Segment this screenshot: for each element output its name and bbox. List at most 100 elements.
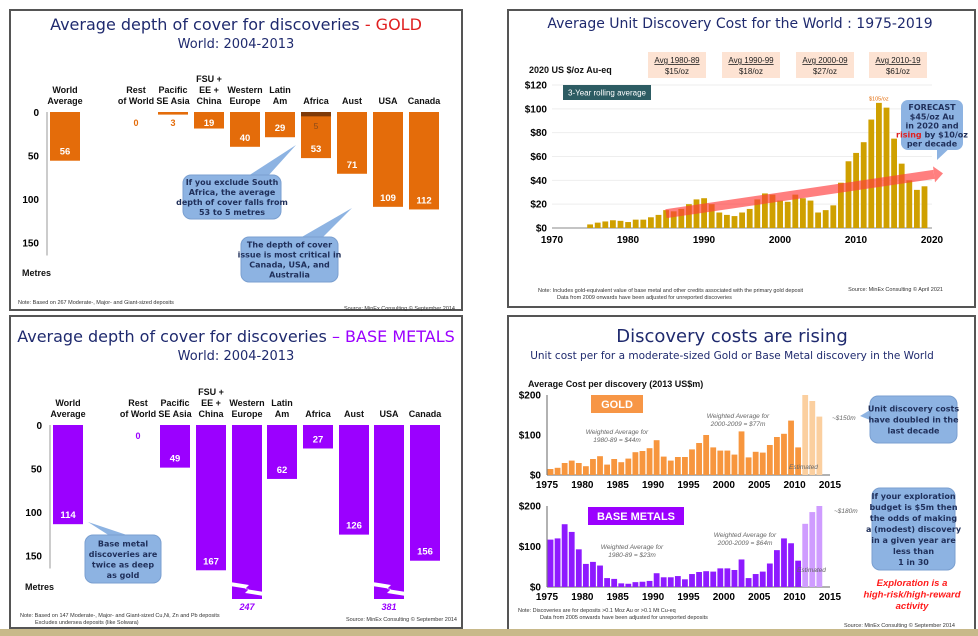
gold-y-tick-label: $0 xyxy=(530,471,542,482)
bar xyxy=(807,200,814,228)
base-bar xyxy=(660,577,667,587)
category-label: Latin xyxy=(269,85,291,95)
category-label: Aust xyxy=(342,96,362,106)
callout-text: less than xyxy=(893,547,934,556)
y-tick-label: 100 xyxy=(25,508,42,519)
decade-average-label: Avg 1990-99 xyxy=(728,56,774,65)
category-label: EE + xyxy=(199,85,219,95)
category-label: SE Asia xyxy=(156,96,190,106)
forecast-heading: FORECAST xyxy=(908,103,956,112)
gold-depth-subtitle: World: 2004-2013 xyxy=(178,37,295,52)
gold-bar xyxy=(703,435,710,475)
gold-bar xyxy=(611,459,618,475)
bar xyxy=(921,186,928,228)
rolling-average-badge xyxy=(563,85,651,100)
callout-pointer xyxy=(860,410,870,420)
axis-break-icon xyxy=(230,581,264,596)
decade-average-box xyxy=(648,52,706,78)
gold-depth-source: Source: MinEx Consulting © September 201… xyxy=(344,305,455,312)
bar xyxy=(53,425,83,525)
axis-break-icon xyxy=(372,581,406,596)
bar-value-label: 381 xyxy=(381,602,396,612)
bar-value-label: 3 xyxy=(170,118,175,128)
category-label: Am xyxy=(275,409,290,419)
base-bar xyxy=(745,578,752,587)
category-label: Europe xyxy=(229,96,260,106)
bar xyxy=(648,217,654,228)
base-bar xyxy=(674,576,681,587)
decade-average-box xyxy=(869,52,927,78)
decade-average-value: $61/oz xyxy=(886,67,910,76)
x-tick-label: 2010 xyxy=(845,235,868,246)
base-x-tick-label: 2015 xyxy=(819,592,842,603)
base-bar xyxy=(738,559,745,587)
category-label: Average xyxy=(47,96,82,106)
category-label: of World xyxy=(118,96,154,106)
x-tick-label: 1970 xyxy=(541,235,564,246)
category-label: EE + xyxy=(201,398,221,408)
discovery-cost-note: Note: Discoveries are for deposits >0.1 … xyxy=(518,608,676,614)
bar-value-label: 53 xyxy=(311,144,322,155)
base-bar xyxy=(597,565,603,587)
callout-text: If you exclude South xyxy=(186,178,279,187)
callout-text: have doubled in the xyxy=(868,416,959,425)
bar xyxy=(50,112,80,161)
gold-y-tick-label: $200 xyxy=(519,391,542,402)
callout-text: as gold xyxy=(107,571,140,580)
bar xyxy=(670,211,677,228)
gold-weighted-average-1980s: Weighted Average for xyxy=(586,429,649,436)
unit-cost-note-2: Data from 2009 onwards have been adjuste… xyxy=(557,295,732,301)
bar-value-label: 19 xyxy=(204,118,215,129)
callout-box xyxy=(182,174,282,220)
base-depth-note: Note: Based on 147 Moderate-, Major- and… xyxy=(20,613,220,619)
category-label: Aust xyxy=(344,409,364,419)
bar xyxy=(303,425,333,449)
gold-x-tick-label: 1975 xyxy=(536,480,559,491)
bar xyxy=(230,112,260,147)
gold-bar xyxy=(795,447,802,475)
callout-box xyxy=(901,100,963,150)
callout-text: The depth of cover xyxy=(247,241,332,250)
bar xyxy=(853,152,859,228)
y-tick-label: $80 xyxy=(530,128,547,139)
bar xyxy=(792,194,799,228)
base-bar xyxy=(575,549,582,587)
decade-average-label: Avg 2010-19 xyxy=(875,56,921,65)
gold-weighted-average-1980s: 1980-89 = $44m xyxy=(593,437,641,444)
unit-cost-yaxis-label: 2020 US $/oz Au-eq xyxy=(529,65,612,75)
gold-bar xyxy=(724,450,731,475)
base-bar xyxy=(710,571,717,587)
base-bar xyxy=(653,573,660,587)
rolling-average-label: 3-Year rolling average xyxy=(568,89,647,98)
bar xyxy=(640,219,647,228)
gold-bar xyxy=(667,460,674,475)
base-estimated-label: Estimated xyxy=(797,567,826,574)
base-bar xyxy=(646,580,653,587)
y-tick-label: 50 xyxy=(31,465,43,476)
y-tick-label: 100 xyxy=(22,195,39,206)
base-x-tick-label: 1995 xyxy=(677,592,700,603)
decade-average-value: $27/oz xyxy=(813,67,837,76)
gold-depth-title: Average depth of cover for discoveries -… xyxy=(50,15,422,34)
base-bar xyxy=(774,550,780,587)
gold-x-tick-label: 2000 xyxy=(713,480,736,491)
gold-weighted-average-2000s: Weighted Average for xyxy=(707,413,770,420)
unit-cost-note: Note: Includes gold-equivalent value of … xyxy=(538,288,804,294)
category-label: Am xyxy=(273,96,288,106)
bar xyxy=(686,204,692,228)
bar xyxy=(800,198,806,228)
bar xyxy=(194,112,224,129)
bar-value-label: 112 xyxy=(416,195,431,206)
gold-approx-label: ~$150m xyxy=(832,415,856,422)
gold-bar xyxy=(766,445,773,475)
base-depth-subtitle: World: 2004-2013 xyxy=(178,349,295,364)
callout-costs-doubled: Unit discovery costs have doubled in the l… xyxy=(860,395,959,444)
category-label: Canada xyxy=(408,96,442,106)
forecast-rising: rising xyxy=(896,131,922,140)
gold-bar xyxy=(646,448,653,475)
gold-depth-note: Note: Based on 267 Moderate-, Major- and… xyxy=(18,300,174,306)
bar xyxy=(739,212,745,228)
exploration-risk-text: Exploration is a xyxy=(877,578,948,589)
